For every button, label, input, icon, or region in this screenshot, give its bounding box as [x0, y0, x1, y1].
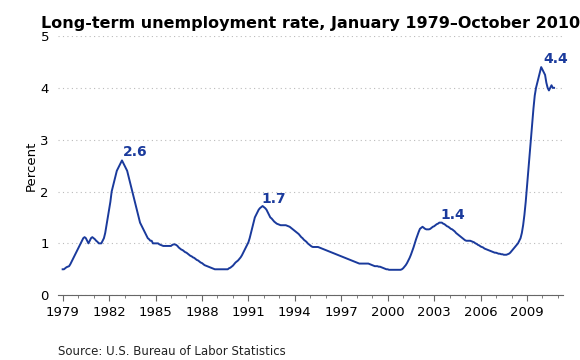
Text: 2.6: 2.6: [123, 145, 148, 159]
Y-axis label: Percent: Percent: [25, 140, 38, 191]
Text: Source: U.S. Bureau of Labor Statistics: Source: U.S. Bureau of Labor Statistics: [58, 345, 286, 358]
Text: 4.4: 4.4: [543, 52, 568, 66]
Text: 1.7: 1.7: [262, 192, 286, 206]
Text: 1.4: 1.4: [440, 208, 465, 222]
Title: Long-term unemployment rate, January 1979–October 2010: Long-term unemployment rate, January 197…: [41, 16, 580, 31]
